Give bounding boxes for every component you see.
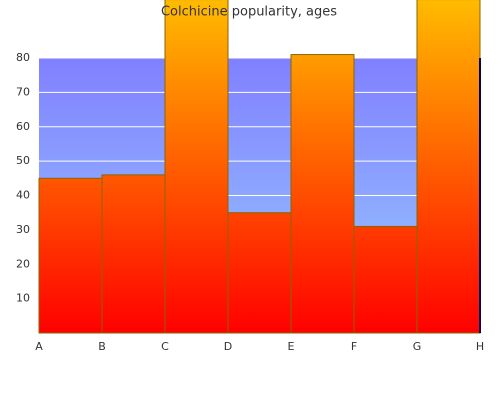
y-tick-label: 70 <box>16 85 30 98</box>
bar <box>290 54 355 334</box>
x-tick-label: F <box>351 340 357 353</box>
x-tick-label: H <box>476 340 484 353</box>
x-tick-label: G <box>413 340 422 353</box>
y-tick-label: 30 <box>16 223 30 236</box>
x-tick-label: C <box>161 340 169 353</box>
x-tick-label: B <box>98 340 106 353</box>
x-tick-label: E <box>288 340 295 353</box>
bar <box>416 0 481 334</box>
bar <box>164 0 229 334</box>
y-tick-label: 50 <box>16 154 30 167</box>
y-tick-label: 40 <box>16 189 30 202</box>
bar <box>227 212 292 334</box>
bar <box>38 177 103 334</box>
x-tick-label: D <box>224 340 232 353</box>
y-tick-label: 10 <box>16 292 30 305</box>
bar <box>353 225 418 334</box>
bar <box>101 174 166 334</box>
y-tick-label: 80 <box>16 51 30 64</box>
y-tick-label: 60 <box>16 120 30 133</box>
x-tick-label: A <box>35 340 43 353</box>
y-tick-label: 20 <box>16 257 30 270</box>
chart-title: Colchicine popularity, ages <box>161 5 337 20</box>
